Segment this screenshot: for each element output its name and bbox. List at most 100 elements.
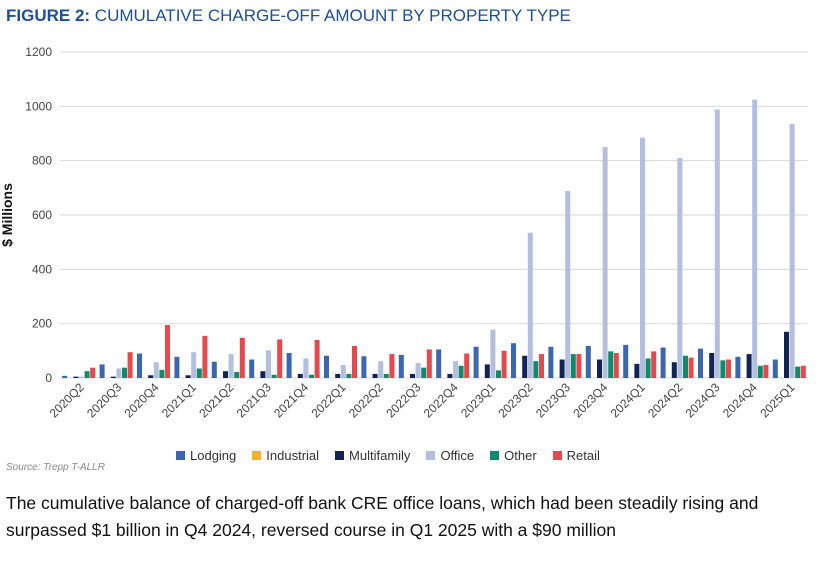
bar-multifamily-2022q4: [447, 373, 453, 378]
bar-other-2023q1: [496, 370, 501, 378]
bar-office-2023q1: [490, 329, 496, 378]
bar-other-2022q3: [421, 367, 427, 378]
x-tick-label: 2021Q1: [159, 380, 199, 420]
bar-multifamily-2024q4: [746, 354, 752, 378]
x-tick-label: 2023Q1: [458, 380, 498, 420]
bar-office-2021q2: [228, 354, 234, 378]
bar-multifamily-2020q2: [73, 376, 79, 378]
x-tick-label: 2021Q2: [196, 380, 236, 420]
chart-legend: Lodging Industrial Multifamily Office Other R…: [176, 448, 600, 463]
legend-swatch: [335, 451, 345, 460]
bar-retail-2022q1: [352, 345, 357, 378]
bar-lodging-2021q3: [249, 359, 255, 378]
bar-retail-2020q2: [90, 367, 96, 378]
y-tick-label: 600: [32, 208, 52, 222]
x-tick-label: 2020Q2: [47, 380, 87, 420]
bar-other-2024q1: [645, 358, 651, 378]
legend-item-lodging: Lodging: [176, 448, 236, 463]
x-tick-label: 2025Q1: [757, 380, 797, 420]
bar-other-2024q2: [683, 355, 688, 378]
bar-office-2024q1: [640, 137, 645, 378]
bar-retail-2020q4: [165, 325, 170, 378]
bar-multifamily-2023q4: [597, 359, 602, 378]
bar-office-2023q4: [602, 147, 608, 378]
x-tick-label: 2022Q1: [309, 380, 349, 420]
bar-lodging-2023q4: [585, 345, 591, 378]
bar-other-2023q4: [608, 351, 614, 378]
bar-lodging-2020q2: [62, 375, 68, 378]
y-axis-label: $ Millions: [0, 183, 15, 247]
bar-lodging-2021q4: [286, 353, 292, 378]
x-tick-label: 2023Q2: [496, 380, 536, 420]
bar-lodging-2020q4: [137, 353, 142, 378]
legend-item-office: Office: [426, 448, 474, 463]
x-tick-label: 2020Q3: [84, 380, 124, 420]
bar-lodging-2022q4: [436, 349, 442, 378]
y-tick-label: 1000: [25, 99, 52, 113]
legend-swatch: [176, 451, 185, 460]
bar-other-2023q3: [570, 354, 576, 378]
bar-multifamily-2022q3: [410, 373, 415, 378]
y-tick-label: 0: [45, 371, 52, 385]
x-tick-label: 2022Q2: [346, 380, 386, 420]
bar-other-2020q3: [122, 367, 127, 378]
legend-swatch: [490, 451, 500, 460]
bar-lodging-2024q3: [698, 348, 703, 378]
x-tick-label: 2021Q4: [271, 380, 311, 420]
bar-other-2021q4: [309, 374, 314, 378]
x-tick-label: 2024Q1: [608, 380, 648, 420]
bar-office-2021q4: [303, 358, 309, 378]
legend-label: Multifamily: [349, 448, 411, 463]
bar-multifamily-2022q2: [372, 373, 378, 378]
bar-other-2022q2: [383, 373, 389, 378]
legend-item-other: Other: [490, 448, 537, 463]
bar-office-2025q1: [789, 123, 795, 378]
x-tick-label: 2023Q4: [570, 380, 610, 420]
bar-office-2020q4: [153, 362, 159, 378]
source-note: Source: Trepp T-ALLR: [6, 462, 105, 473]
legend-swatch: [552, 451, 562, 460]
legend-label: Industrial: [266, 448, 320, 463]
y-tick-label: 400: [32, 262, 52, 276]
bar-office-2024q3: [714, 109, 720, 379]
bar-retail-2021q4: [314, 339, 320, 378]
x-tick-label: 2022Q3: [383, 380, 423, 420]
bar-other-2020q2: [84, 371, 90, 378]
bar-retail-2021q1: [202, 335, 208, 378]
bar-retail-2023q2: [539, 354, 544, 378]
bar-multifamily-2023q3: [559, 359, 565, 378]
figure-title: FIGURE 2: CUMULATIVE CHARGE-OFF AMOUNT B…: [6, 6, 571, 26]
bar-office-2021q3: [266, 350, 271, 378]
bar-office-2024q4: [752, 99, 758, 378]
bar-office-2021q1: [191, 352, 197, 378]
bar-retail-2022q4: [464, 353, 470, 378]
bar-retail-2024q3: [726, 359, 731, 378]
bar-lodging-2021q1: [174, 356, 180, 378]
bar-multifamily-2021q4: [297, 373, 303, 378]
legend-label: Lodging: [190, 448, 237, 463]
bar-other-2021q1: [196, 368, 202, 378]
bar-multifamily-2023q1: [484, 364, 490, 378]
bar-other-2023q2: [533, 361, 539, 378]
bar-lodging-2020q3: [99, 364, 105, 378]
bar-retail-2023q3: [576, 354, 582, 378]
bar-retail-2022q2: [389, 354, 395, 378]
bar-office-2022q2: [378, 361, 384, 378]
bar-lodging-2024q4: [735, 356, 741, 378]
bar-multifamily-2020q4: [148, 375, 154, 378]
bar-other-2022q1: [346, 373, 352, 378]
x-tick-label: 2024Q3: [683, 380, 723, 420]
bar-other-2020q4: [159, 369, 165, 378]
x-tick-label: 2021Q3: [234, 380, 274, 420]
bar-multifamily-2023q2: [522, 355, 528, 378]
bar-lodging-2023q2: [511, 343, 516, 378]
bar-multifamily-2020q3: [110, 376, 116, 378]
bar-retail-2021q3: [277, 339, 283, 378]
x-tick-label: 2024Q4: [720, 380, 760, 420]
bar-multifamily-2025q1: [784, 331, 789, 378]
bar-retail-2024q1: [651, 351, 657, 378]
bar-retail-2024q4: [763, 364, 769, 378]
legend-item-industrial: Industrial: [252, 448, 319, 463]
bar-retail-2023q4: [613, 353, 619, 378]
legend-swatch: [426, 451, 436, 460]
